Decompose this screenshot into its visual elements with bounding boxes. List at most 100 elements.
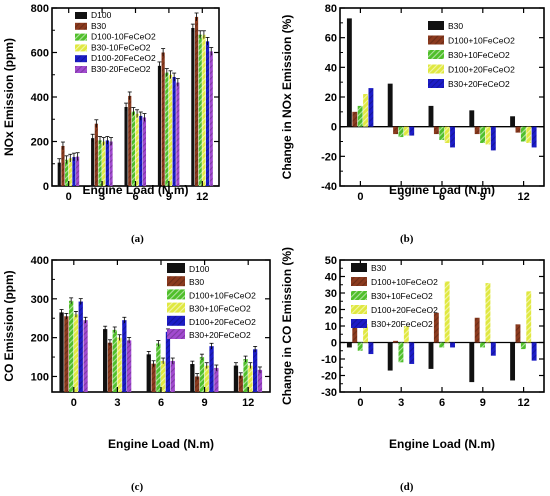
bar — [83, 320, 88, 392]
bar — [131, 111, 135, 186]
bar — [161, 52, 165, 186]
bar — [195, 376, 200, 392]
legend-label: B30 — [91, 21, 106, 31]
legend-swatch — [167, 263, 185, 273]
x-tick-label: 9 — [480, 191, 486, 203]
bar — [105, 140, 109, 186]
x-axis-title: Engine Load (N.m) — [389, 437, 495, 451]
bar — [156, 343, 161, 392]
panel-c: 100 200 300 400 0 3 6 9 12 Engine Load (N.m) CO Em… — [0, 248, 275, 496]
y-tick-label: 200 — [31, 137, 49, 149]
chart-b: -40 -20 0 20 40 60 80 0 3 6 9 12 Engine Load (N.m) Ch… — [280, 3, 545, 203]
bar — [57, 162, 61, 186]
legend-label: D100 — [189, 264, 210, 274]
y-axis-title: Change in NOx Emission (%) — [280, 15, 294, 180]
bar — [128, 95, 132, 186]
legend-swatch — [75, 12, 87, 19]
y-tick-label: -40 — [321, 181, 337, 193]
panel-a-label: (a) — [131, 233, 144, 245]
bar — [485, 126, 491, 145]
bar — [198, 34, 202, 187]
bar — [117, 337, 122, 392]
legend-label: D100+20FeCeO2 — [189, 317, 256, 327]
bar — [480, 342, 485, 348]
bar — [252, 349, 258, 392]
legend-swatch — [351, 305, 367, 314]
legend-label: D100+20FeCeO2 — [448, 65, 515, 75]
bar — [109, 141, 113, 186]
y-tick-label: 50 — [325, 255, 337, 267]
bar — [204, 365, 209, 392]
bar — [243, 359, 248, 392]
bar — [102, 141, 106, 186]
legend-label: D100+10FeCeO2 — [448, 36, 515, 46]
bar — [214, 367, 219, 392]
y-tick-label: 10 — [325, 321, 337, 333]
panel-d-label: (d) — [400, 481, 414, 493]
bar — [433, 126, 439, 135]
legend-swatch — [351, 277, 367, 286]
y-tick-label: -10 — [321, 354, 337, 366]
legend-swatch — [75, 55, 87, 63]
bar — [480, 126, 485, 143]
bar — [146, 354, 151, 392]
legend-swatch — [351, 263, 367, 272]
bar — [398, 126, 404, 138]
bar — [520, 126, 526, 142]
legend-swatch — [167, 315, 185, 326]
bar — [469, 342, 475, 383]
bar — [357, 105, 363, 127]
x-tick-label: 0 — [357, 397, 363, 409]
bar — [94, 123, 98, 186]
legend-swatch — [167, 302, 185, 313]
bar — [157, 65, 162, 186]
y-tick-label: 600 — [31, 48, 49, 60]
bar — [409, 342, 415, 364]
bar — [257, 369, 263, 392]
y-tick-label: 20 — [325, 305, 337, 317]
bar — [72, 157, 76, 186]
bar — [526, 126, 532, 143]
y-tick-label: 20 — [325, 92, 337, 104]
legend-label: D100-20FeCeO2 — [91, 53, 156, 63]
x-tick-label: 12 — [517, 397, 529, 409]
chart-a: 0 200 400 600 800 0 3 6 9 12 Engine Load (N.m) NOx … — [2, 3, 220, 203]
bar — [68, 158, 72, 186]
bar — [531, 342, 537, 361]
y-tick-label: 200 — [31, 333, 49, 345]
legend-label: B30-20FeCeO2 — [91, 64, 151, 74]
bar — [368, 342, 374, 355]
chart-d: -30 -20 -10 0 10 20 30 40 50 0 3 6 9 12 Engine Load (N… — [280, 247, 545, 451]
y-tick-label: 0 — [43, 181, 49, 193]
y-tick-label: 40 — [325, 62, 337, 74]
bar — [428, 105, 434, 127]
bar — [393, 340, 399, 343]
bar — [398, 342, 404, 363]
bar — [346, 342, 352, 348]
bar — [526, 291, 532, 343]
bar — [139, 115, 143, 186]
y-tick-label: 60 — [325, 33, 337, 45]
bar — [515, 126, 521, 133]
bar — [490, 342, 496, 356]
bar — [510, 116, 516, 127]
bar — [515, 324, 521, 343]
bar — [444, 281, 450, 343]
legend-label: B30+10FeCeO2 — [189, 304, 251, 314]
legend-label: D100+10FeCeO2 — [371, 277, 438, 287]
bar — [233, 365, 239, 392]
x-tick-label: 0 — [66, 191, 72, 203]
bar — [142, 117, 147, 186]
bar — [161, 360, 166, 392]
legend-swatch — [428, 21, 444, 30]
x-tick-label: 12 — [242, 397, 254, 409]
bar — [520, 342, 526, 350]
bar — [65, 159, 69, 186]
bar — [403, 126, 409, 136]
x-tick-label: 6 — [439, 397, 445, 409]
y-tick-label: -20 — [321, 371, 337, 383]
bar — [209, 346, 214, 392]
bar — [76, 156, 80, 186]
bar — [209, 51, 213, 187]
x-tick-label: 3 — [114, 397, 120, 409]
